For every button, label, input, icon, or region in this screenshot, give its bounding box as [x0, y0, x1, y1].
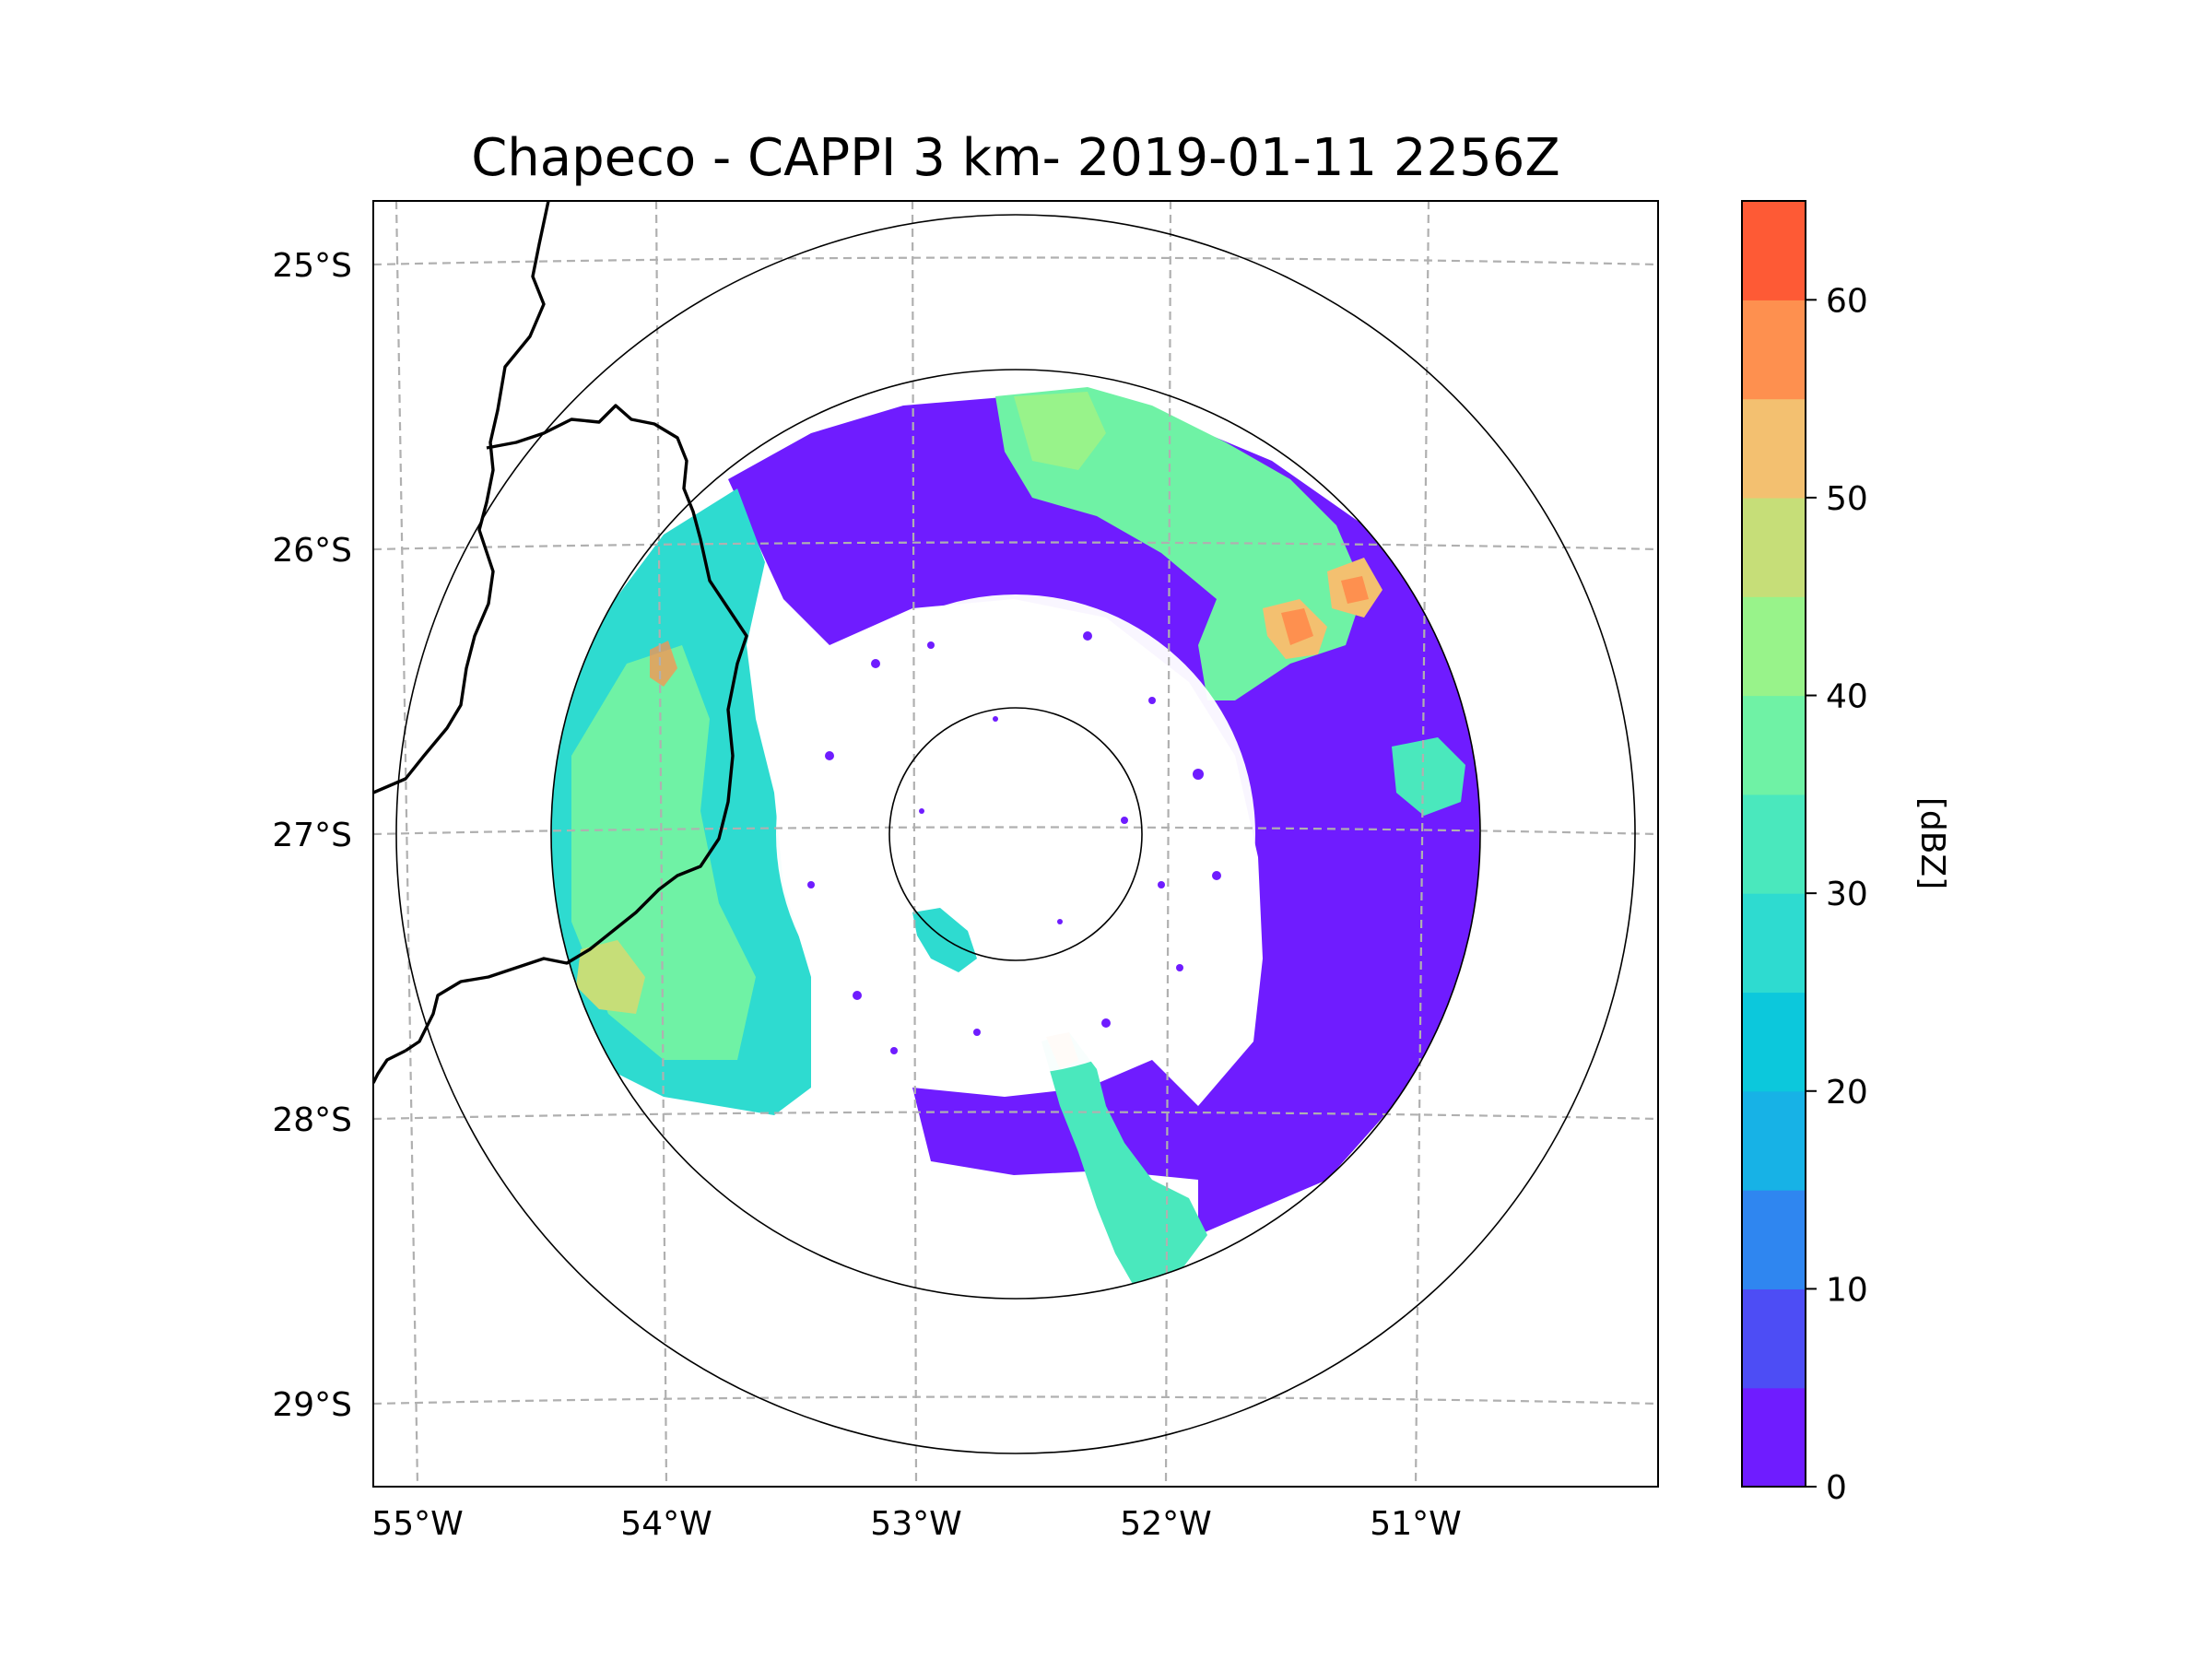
gridline-lat-27s	[373, 826, 1658, 836]
colorbar-segment	[1742, 201, 1806, 300]
gridline-lat-28s	[373, 1111, 1658, 1121]
gridline-lon-55w	[394, 201, 419, 1487]
colorbar	[1742, 201, 1806, 1488]
colorbar-segment	[1742, 596, 1806, 697]
lon-label: 53°W	[870, 1505, 961, 1543]
chart-title: Chapeco - CAPPI 3 km- 2019-01-11 2256Z	[471, 128, 1560, 188]
gridlines	[373, 201, 1658, 1487]
state-borders	[373, 201, 748, 1084]
reflectivity-echoes	[551, 387, 1480, 1286]
colorbar-segment	[1742, 992, 1806, 1092]
echo-speckles	[807, 631, 1221, 1054]
colorbar-label: [dBZ]	[1913, 797, 1951, 889]
colorbar-segment	[1742, 300, 1806, 400]
colorbar-segment	[1742, 497, 1806, 597]
lat-label: 28°S	[272, 1101, 352, 1139]
colorbar-tick-label: 0	[1826, 1469, 1847, 1507]
lat-labels: 25°S 26°S 27°S 28°S 29°S	[272, 247, 352, 1424]
echo-south-line	[1041, 1032, 1207, 1286]
colorbar-segment	[1742, 893, 1806, 994]
gridline-lon-51w	[1414, 201, 1430, 1487]
echo-northeast-cell-b-core	[1341, 576, 1369, 604]
echo-north-core	[1014, 392, 1106, 470]
echo-west-strong	[576, 940, 645, 1014]
colorbar-tick-label: 10	[1826, 1271, 1868, 1309]
colorbar-ticks: 0 10 20 30 40 50 60	[1806, 282, 1868, 1507]
border-rs-sc	[373, 1049, 406, 1084]
gridline-lat-29s	[373, 1395, 1658, 1406]
echo-west-cell	[650, 641, 677, 687]
range-rings	[395, 214, 1636, 1454]
echo-east-patch	[1392, 737, 1465, 816]
colorbar-tick-label: 50	[1826, 480, 1868, 518]
colorbar-segment	[1742, 1090, 1806, 1191]
range-ring-inner	[888, 707, 1143, 961]
echo-center-cell-top	[912, 908, 977, 972]
map-area	[373, 201, 1658, 1487]
lon-label: 52°W	[1120, 1505, 1211, 1543]
gridline-lon-53w	[911, 201, 918, 1487]
border-misiones	[405, 404, 748, 1053]
lon-label: 51°W	[1370, 1505, 1461, 1543]
colorbar-tick-label: 60	[1826, 282, 1868, 320]
lat-label: 25°S	[272, 247, 352, 285]
colorbar-frame	[1741, 200, 1806, 1488]
colorbar-segment	[1742, 1288, 1806, 1389]
range-ring-outer	[395, 214, 1636, 1454]
border-argentina-paraguay	[373, 201, 550, 794]
gridline-lon-54w	[654, 201, 668, 1487]
lon-labels: 55°W 54°W 53°W 52°W 51°W	[371, 1505, 1461, 1543]
colorbar-tick-label: 20	[1826, 1074, 1868, 1112]
colorbar-segment	[1742, 1190, 1806, 1289]
colorbar-tick-label: 30	[1826, 876, 1868, 913]
lat-label: 29°S	[272, 1386, 352, 1424]
colorbar-segment	[1742, 794, 1806, 894]
lat-label: 27°S	[272, 817, 352, 854]
lon-label: 55°W	[371, 1505, 463, 1543]
range-ring-middle	[550, 369, 1481, 1300]
gridline-lat-25s	[373, 256, 1658, 266]
lat-label: 26°S	[272, 532, 352, 570]
gridline-lat-26s	[373, 541, 1658, 551]
echo-northeast-cell-a-core	[1281, 608, 1313, 645]
lon-label: 54°W	[620, 1505, 712, 1543]
colorbar-segment	[1742, 398, 1806, 499]
gridline-lon-52w	[1164, 201, 1172, 1487]
colorbar-tick-label: 40	[1826, 678, 1868, 716]
map-frame	[372, 200, 1659, 1488]
colorbar-segment	[1742, 695, 1806, 795]
colorbar-segment	[1742, 1387, 1806, 1488]
